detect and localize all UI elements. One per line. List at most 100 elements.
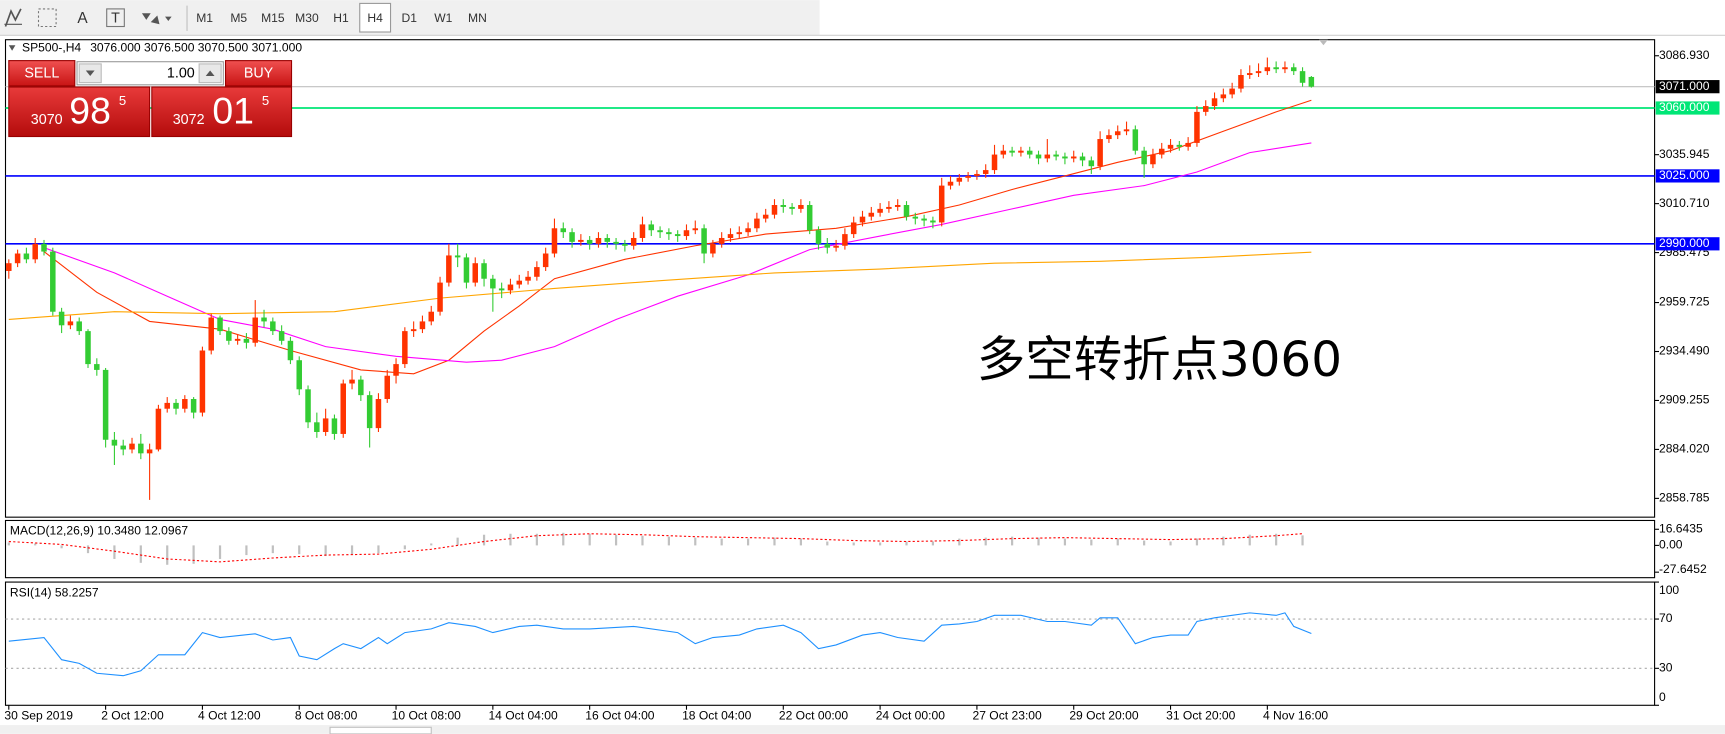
x-tick-label: 8 Oct 08:00: [295, 708, 358, 722]
timeframe-button[interactable]: W1: [434, 11, 452, 25]
sell-label[interactable]: SELL: [24, 66, 59, 82]
candle-body: [1308, 76, 1315, 87]
macd-bar: [245, 545, 248, 556]
macd-bar: [298, 545, 301, 555]
chart-tab[interactable]: [329, 726, 432, 734]
volume-field[interactable]: [76, 61, 224, 86]
candle-body: [1062, 156, 1068, 159]
candle-body: [14, 253, 21, 264]
candle-body: [780, 205, 787, 207]
timeframe-button[interactable]: H1: [333, 11, 349, 25]
moving-average: [43, 99, 1312, 375]
candle-body: [613, 241, 619, 244]
candle-body: [402, 331, 408, 365]
level-label: 2990.000: [1659, 236, 1710, 250]
candle-body: [666, 232, 672, 235]
candle-body: [877, 208, 883, 213]
macd-bar: [931, 541, 935, 546]
macd-bar: [350, 545, 354, 556]
candle-body: [384, 375, 390, 400]
y-tick-label: 0: [1659, 690, 1666, 704]
macd-bar: [1222, 536, 1225, 546]
candle-body: [525, 276, 531, 281]
candle-body: [498, 288, 505, 291]
candle-body: [622, 243, 628, 246]
buy-button[interactable]: [224, 60, 293, 87]
current-price-label-box: [1655, 80, 1720, 94]
toolbar: [0, 0, 820, 36]
text-tool[interactable]: A: [77, 10, 88, 27]
macd-bar: [773, 537, 776, 546]
macd-bar: [60, 545, 63, 549]
y-tick-label: 0.00: [1659, 538, 1683, 552]
candle-body: [991, 154, 998, 171]
macd-bar: [694, 537, 697, 546]
moving-average: [8, 251, 1312, 321]
candle-body: [815, 230, 822, 244]
candle-body: [340, 383, 346, 434]
timeframe-button[interactable]: M15: [261, 11, 285, 25]
label-tool-frame[interactable]: [106, 8, 125, 28]
candle-body: [446, 255, 452, 283]
chart-tool-icon[interactable]: [4, 8, 23, 27]
candle-body: [833, 245, 839, 248]
timeframe-button[interactable]: M1: [196, 11, 213, 25]
bid-box[interactable]: [8, 86, 151, 138]
candle-body: [305, 389, 311, 423]
candle-body: [155, 408, 162, 450]
macd-bar: [826, 541, 829, 546]
macd-bar: [984, 537, 987, 546]
candle-body: [129, 443, 135, 450]
timeframe-button[interactable]: MN: [468, 11, 487, 25]
candle-body: [1299, 71, 1306, 83]
candle-body: [630, 237, 637, 246]
timeframe-button[interactable]: M5: [230, 11, 247, 25]
timeframes: M1 M5 M15 M30 H1 H4 D1 W1 MN: [196, 2, 487, 33]
sell-button[interactable]: [8, 60, 76, 87]
candle-body: [454, 255, 461, 258]
candle-body: [182, 399, 188, 409]
candle-body: [1194, 111, 1200, 143]
candle-body: [322, 418, 329, 432]
candle-body: [1246, 73, 1253, 76]
macd-bar: [1301, 535, 1304, 546]
candle-body: [507, 284, 514, 291]
volume-value[interactable]: 1.00: [167, 66, 195, 82]
macd-bar: [1195, 538, 1199, 546]
level-label: 3025.000: [1659, 168, 1710, 182]
candle-body: [974, 173, 980, 176]
ask-box[interactable]: [151, 86, 293, 138]
indicator-title: RSI(14) 58.2257: [10, 585, 99, 599]
candle-body: [234, 338, 241, 341]
macd-bar: [1011, 536, 1014, 546]
macd-bar: [879, 542, 882, 546]
candle-body: [1141, 150, 1147, 165]
panel-frame: [4, 519, 1656, 579]
grid-tool-icon[interactable]: [37, 8, 57, 28]
candle-body: [217, 317, 223, 332]
timeframe-button[interactable]: D1: [402, 11, 418, 25]
y-tick-label: 30: [1659, 661, 1673, 675]
label-tool[interactable]: T: [111, 11, 120, 27]
candle-body: [102, 369, 109, 440]
volume-up-arrow: [205, 70, 215, 77]
x-tick-label: 27 Oct 23:00: [973, 708, 1043, 722]
macd-bar: [166, 545, 169, 565]
candle-body: [32, 243, 38, 260]
macd-bar: [430, 543, 433, 546]
timeframe-button[interactable]: H4: [367, 11, 383, 25]
candle-body: [287, 340, 294, 361]
candle-body: [67, 321, 74, 326]
ask-big: 01: [212, 89, 254, 131]
timeframe-button[interactable]: M30: [295, 11, 319, 25]
macd-bar: [324, 545, 327, 557]
candle-body: [727, 234, 734, 238]
macd-bar: [34, 543, 37, 546]
shapes-tool-icon[interactable]: [141, 13, 172, 25]
candle-body: [938, 185, 945, 223]
candle-body: [270, 321, 276, 332]
buy-label[interactable]: BUY: [244, 66, 274, 82]
legend-icon: [8, 45, 16, 51]
